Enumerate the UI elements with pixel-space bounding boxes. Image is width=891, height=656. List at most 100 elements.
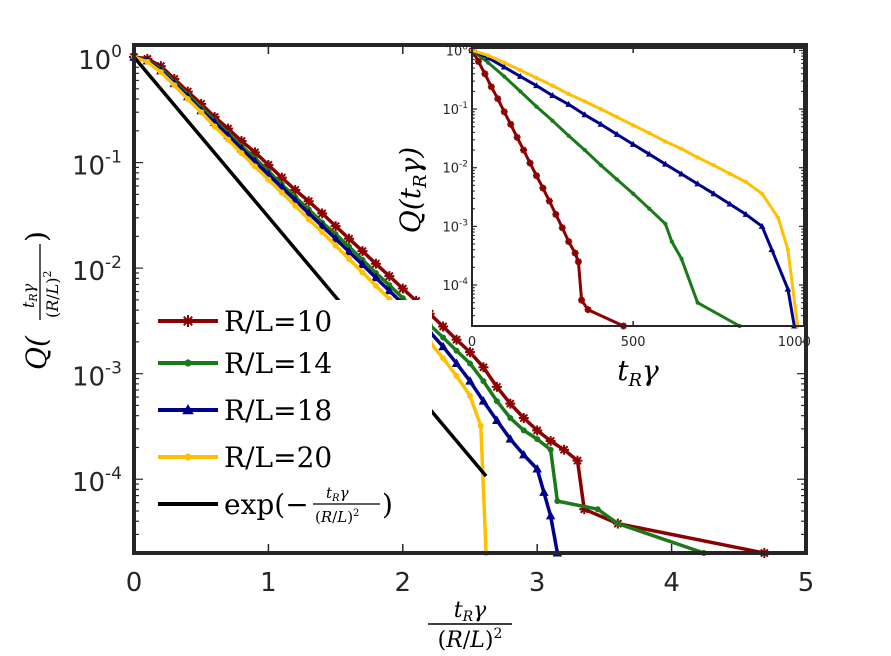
main-point-r-l-10-26 — [478, 362, 489, 373]
inset-point-r-l-10-17 — [574, 258, 582, 266]
inset-point-r-l-20-14 — [695, 155, 700, 160]
main-point-r-l-10-24 — [451, 334, 462, 345]
main-point-r-l-10-27 — [491, 381, 502, 392]
main-point-r-l-14-19 — [386, 282, 393, 289]
main-point-r-l-10-33 — [572, 455, 583, 466]
inset-point-r-l-20-11 — [647, 130, 652, 136]
main-point-r-l-18-16 — [344, 246, 354, 256]
inset-point-r-l-10-10 — [532, 172, 540, 180]
legend-entry-rl10: R/L=10 — [158, 305, 332, 338]
legend-label-exp: exp(− — [224, 488, 309, 521]
main-line-r-l-18 — [133, 55, 560, 554]
main-x-tick-label-1: 1 — [260, 568, 277, 598]
main-point-r-l-10-31 — [545, 436, 556, 447]
inset-point-r-l-20-9 — [614, 114, 620, 120]
legend-entry-rl14: R/L=14 — [158, 347, 332, 380]
inset-point-r-l-20-8 — [598, 106, 604, 112]
inset-point-r-l-18-20 — [784, 285, 792, 292]
main-point-r-l-10-16 — [344, 233, 355, 244]
inset-point-r-l-14-14 — [679, 256, 684, 261]
inset-point-r-l-10-18 — [578, 296, 586, 304]
legend-entry-rl20: R/L=20 — [158, 441, 332, 474]
main-point-r-l-18-17 — [357, 259, 368, 269]
inset-point-r-l-14-2 — [502, 74, 507, 79]
main-x-tick-label-4: 4 — [663, 568, 680, 598]
main-point-r-l-18-28 — [505, 434, 516, 443]
main-point-r-l-10-28 — [505, 398, 516, 409]
inset-point-r-l-10-5 — [500, 108, 508, 116]
main-point-r-l-14-30 — [534, 436, 541, 443]
main-y-tick-label-2: 10-2 — [72, 253, 122, 287]
main-point-r-l-18-25 — [465, 376, 475, 385]
legend-marker-symbol-r-l-14 — [184, 359, 192, 367]
main-point-r-l-14-23 — [440, 334, 447, 341]
inset-point-r-l-20-20 — [785, 247, 790, 252]
inset-series-r-l-14 — [469, 48, 742, 329]
main-point-r-l-14-28 — [507, 415, 514, 422]
main-point-r-l-20-3 — [171, 82, 178, 89]
main-point-r-l-10-17 — [357, 246, 368, 257]
main-point-r-l-10-23 — [438, 321, 449, 332]
main-point-r-l-18-32 — [545, 510, 556, 520]
inset-point-r-l-10-11 — [539, 184, 547, 192]
main-point-r-l-10-19 — [384, 271, 395, 282]
inset-point-r-l-10-19 — [584, 306, 592, 314]
legend-marker-rl18 — [182, 404, 194, 415]
inset-point-r-l-10-2 — [481, 70, 489, 78]
main-point-r-l-10-18 — [370, 258, 381, 269]
legend-marker-symbol-r-l-20 — [184, 453, 192, 461]
inset-point-r-l-14-4 — [534, 104, 539, 109]
inset-point-r-l-18-10 — [629, 140, 637, 147]
main-x-tick-label-0: 0 — [126, 568, 143, 598]
inset-point-r-l-10-8 — [520, 146, 528, 154]
inset-point-r-l-10-16 — [571, 249, 579, 257]
main-x-tick-label-5: 5 — [798, 568, 815, 598]
main-point-r-l-10-32 — [559, 444, 570, 455]
main-point-r-l-20-7 — [225, 136, 232, 143]
inset-plot-area — [472, 48, 804, 326]
legend-exp-denominator: (R/L)2 — [315, 508, 359, 526]
inset-point-r-l-14-15 — [695, 300, 700, 305]
main-point-r-l-10-12 — [290, 184, 301, 195]
legend-exp-close-paren: ) — [382, 488, 393, 521]
inset-point-r-l-20-7 — [582, 99, 587, 104]
legend-label-rl14: R/L=14 — [224, 347, 332, 380]
legend-marker-rl14 — [184, 359, 192, 367]
main-point-r-l-20-23 — [440, 355, 447, 362]
main-point-r-l-10-25 — [465, 347, 475, 358]
y-label-q: Q( — [20, 335, 53, 370]
inset-point-r-l-10-15 — [565, 238, 573, 246]
inset-x-tick-label-1: 500 — [621, 335, 646, 350]
main-point-r-l-20-18 — [372, 282, 379, 289]
x-label-numerator: tRγ — [454, 598, 487, 625]
main-point-r-l-14-32 — [554, 498, 561, 505]
main-point-r-l-10-29 — [518, 413, 529, 424]
inset-point-r-l-20-1 — [486, 53, 491, 58]
main-point-r-l-18-29 — [519, 449, 529, 459]
inset-point-r-l-18-13 — [678, 170, 685, 177]
x-label-denominator: (R/L)2 — [438, 626, 503, 653]
main-point-r-l-20-9 — [251, 163, 258, 170]
inset-point-r-l-10-14 — [558, 224, 566, 232]
main-point-r-l-20-14 — [319, 228, 326, 235]
inset-point-r-l-18-17 — [742, 210, 750, 217]
main-axes-frame — [132, 43, 808, 555]
main-point-r-l-14-20 — [399, 295, 406, 302]
main-point-r-l-20-15 — [332, 242, 339, 249]
inset-point-r-l-18-6 — [565, 100, 573, 107]
inset-point-r-l-18-4 — [533, 82, 540, 89]
main-line-r-l-20 — [133, 55, 488, 554]
inset-line-r-l-18 — [471, 49, 796, 327]
main-point-r-l-10-30 — [532, 425, 543, 436]
inset-point-r-l-14-3 — [518, 89, 523, 94]
inset-point-r-l-14-7 — [582, 147, 587, 153]
inset-point-r-l-20-2 — [502, 60, 507, 65]
main-point-r-l-18-31 — [539, 487, 549, 496]
main-point-r-l-10-20 — [397, 283, 408, 294]
main-point-r-l-20-25 — [467, 392, 473, 399]
y-label-numerator: tRγ — [19, 283, 40, 308]
inset-point-r-l-10-13 — [552, 210, 560, 218]
main-point-r-l-14-33 — [594, 506, 601, 513]
y-label-denominator: (R/L)2 — [41, 270, 62, 318]
